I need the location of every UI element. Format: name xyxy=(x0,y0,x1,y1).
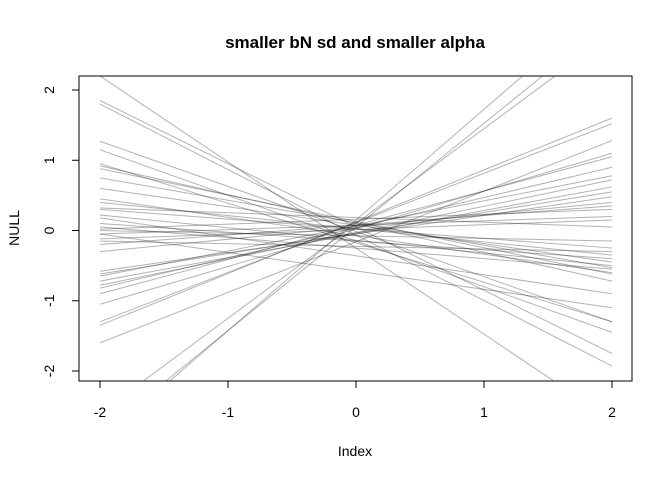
series-line-24 xyxy=(99,205,613,246)
series-line-32 xyxy=(99,156,613,295)
series-line-1 xyxy=(99,76,555,381)
series-line-36 xyxy=(99,140,613,344)
series-line-8 xyxy=(99,149,613,333)
series-line-38 xyxy=(99,240,613,253)
series-line-20 xyxy=(99,226,613,270)
x-axis-ticks: -2 -1 0 1 2 xyxy=(94,381,616,420)
y-tick-label: -1 xyxy=(41,294,57,307)
series-line-5 xyxy=(99,100,613,354)
series-line-15 xyxy=(99,201,613,256)
series-line-6 xyxy=(99,103,613,367)
series-line-13 xyxy=(99,187,613,263)
x-tick-label: 1 xyxy=(480,404,488,420)
series-line-14 xyxy=(99,198,613,274)
series-line-33 xyxy=(99,152,613,305)
series-line-16 xyxy=(99,208,613,249)
x-tick-label: 0 xyxy=(352,404,360,420)
series-line-29 xyxy=(99,186,613,282)
y-axis-label: NULL xyxy=(6,210,22,246)
series-line-27 xyxy=(99,191,613,275)
series-line-25 xyxy=(99,201,613,253)
series-line-28 xyxy=(99,175,613,277)
series-line-26 xyxy=(99,196,613,272)
series-line-12 xyxy=(99,177,613,269)
series-lines xyxy=(99,76,613,381)
series-line-10 xyxy=(99,165,613,282)
y-tick-label: -2 xyxy=(41,365,57,378)
series-line-22 xyxy=(99,215,613,235)
y-tick-label: 2 xyxy=(41,86,57,94)
series-line-35 xyxy=(99,117,613,326)
series-line-4 xyxy=(142,76,556,381)
series-line-37 xyxy=(99,207,613,228)
series-line-31 xyxy=(99,166,613,289)
y-tick-label: 0 xyxy=(41,226,57,234)
series-line-17 xyxy=(99,214,613,267)
series-line-23 xyxy=(99,219,613,240)
series-line-30 xyxy=(99,179,613,286)
series-line-11 xyxy=(99,168,613,275)
chart-title: smaller bN sd and smaller alpha xyxy=(225,33,485,52)
y-axis-ticks: -2 -1 0 1 2 xyxy=(41,86,79,377)
x-tick-label: -1 xyxy=(222,404,235,420)
y-tick-label: 1 xyxy=(41,156,57,164)
series-line-21 xyxy=(99,230,613,242)
series-line-19 xyxy=(99,222,613,260)
series-line-18 xyxy=(99,217,613,295)
x-tick-label: 2 xyxy=(608,404,616,420)
x-tick-label: -2 xyxy=(94,404,107,420)
series-line-7 xyxy=(99,140,613,323)
series-line-9 xyxy=(99,163,613,323)
series-line-34 xyxy=(99,123,613,323)
x-axis-label: Index xyxy=(338,443,372,459)
series-line-39 xyxy=(99,208,613,230)
series-line-2 xyxy=(168,76,524,381)
series-line-40 xyxy=(99,233,613,309)
series-line-3 xyxy=(164,76,544,381)
